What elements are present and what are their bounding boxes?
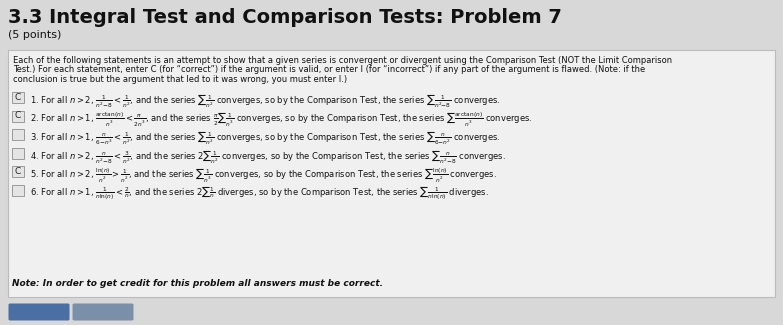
Text: C: C [15,167,21,176]
Bar [12,185,24,196]
Text: Test.) For each statement, enter C (for “correct”) if the argument is valid, or : Test.) For each statement, enter C (for … [13,66,645,74]
Text: C: C [15,111,21,121]
FancyBboxPatch shape [9,304,70,320]
Text: 4. For all $n>2$, $\frac{n}{n^2{-}8} < \frac{3}{n^2}$, and the series $2\sum\fra: 4. For all $n>2$, $\frac{n}{n^2{-}8} < \… [30,148,506,166]
Text: (5 points): (5 points) [8,30,61,40]
Text: conclusion is true but the argument that led to it was wrong, you must enter I.): conclusion is true but the argument that… [13,75,347,84]
Text: Note: In order to get credit for this problem all answers must be correct.: Note: In order to get credit for this pr… [12,279,383,288]
Bar [12,111,24,122]
Text: 2. For all $n>1$, $\frac{\arctan(n)}{n^3} < \frac{\pi}{2n^3}$, and the series $\: 2. For all $n>1$, $\frac{\arctan(n)}{n^3… [30,111,532,129]
Bar [12,129,24,140]
Text: 1. For all $n>2$, $\frac{1}{n^2{-}8} < \frac{1}{n^2}$, and the series $\sum\frac: 1. For all $n>2$, $\frac{1}{n^2{-}8} < \… [30,93,500,110]
Text: 5. For all $n>2$, $\frac{\ln(n)}{n^2} > \frac{1}{n^2}$, and the series $\sum\fra: 5. For all $n>2$, $\frac{\ln(n)}{n^2} > … [30,166,497,185]
Bar [12,92,24,103]
FancyBboxPatch shape [73,304,133,320]
Text: 3. For all $n>1$, $\frac{n}{6{-}n^3} < \frac{1}{n^2}$, and the series $\sum\frac: 3. For all $n>1$, $\frac{n}{6{-}n^3} < \… [30,129,500,148]
Text: 3.3 Integral Test and Comparison Tests: Problem 7: 3.3 Integral Test and Comparison Tests: … [8,8,562,27]
Bar [12,148,24,159]
Text: 6. For all $n>1$, $\frac{1}{n\ln(n)} < \frac{2}{n}$, and the series $2\sum\frac{: 6. For all $n>1$, $\frac{1}{n\ln(n)} < \… [30,185,489,203]
Text: Each of the following statements is an attempt to show that a given series is co: Each of the following statements is an a… [13,56,672,65]
FancyBboxPatch shape [8,50,775,297]
Text: C: C [15,93,21,102]
Bar [12,166,24,177]
